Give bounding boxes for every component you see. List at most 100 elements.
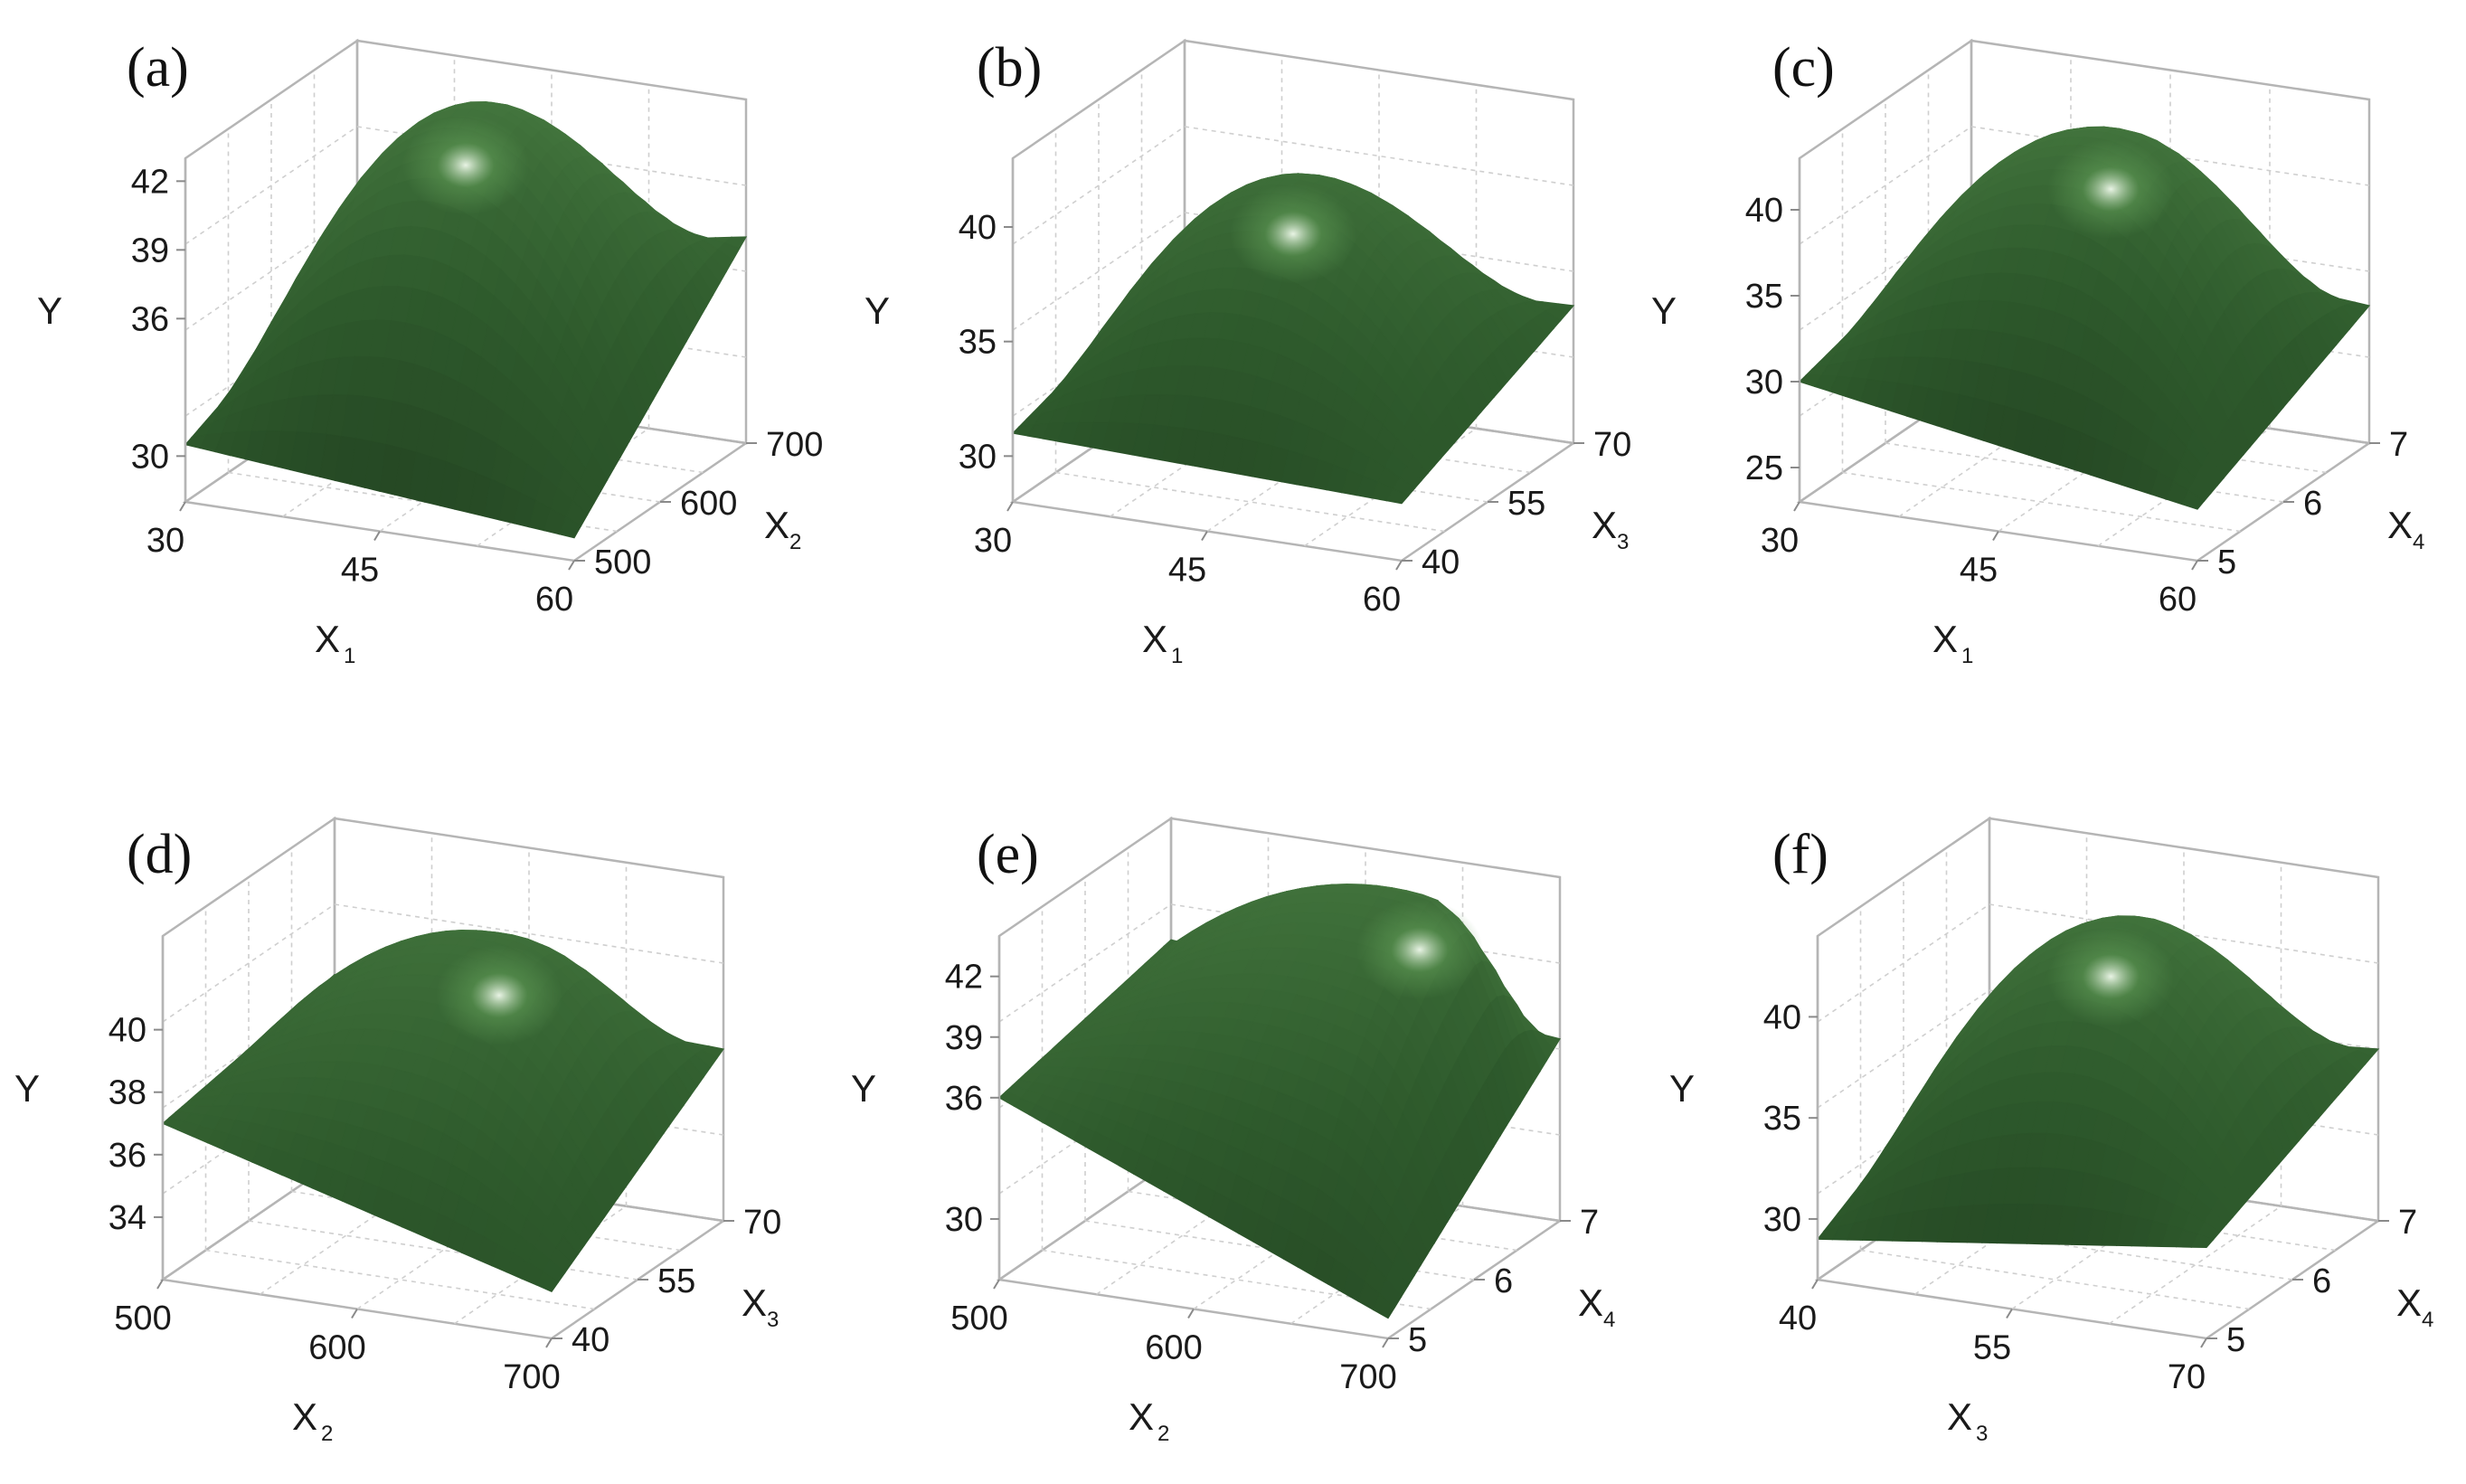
response-surface [1011, 173, 1575, 505]
z-axis-label: Y [1651, 289, 1677, 332]
y-axis-label: X [764, 504, 789, 546]
x-tick-label: 60 [2159, 581, 2197, 619]
y-axis-subscript: 4 [2413, 530, 2424, 554]
z-tick-label: 35 [1763, 1100, 1801, 1138]
y-tick-label: 40 [572, 1321, 609, 1359]
z-axis-label: Y [851, 1067, 876, 1110]
z-axis-label: Y [865, 289, 890, 332]
x-axis: 30 45 60 X 1 [974, 501, 1403, 668]
z-axis-label: Y [14, 1067, 40, 1110]
y-axis: 5 6 7 X 4 [1388, 1204, 1615, 1359]
x-axis: 40 55 70 X 3 [1779, 1279, 2207, 1446]
z-axis-label: Y [1669, 1067, 1695, 1110]
surface-highlight [2047, 926, 2175, 1026]
y-axis: 40 55 70 X 3 [1402, 426, 1631, 581]
response-surface [997, 884, 1561, 1319]
z-tick-label: 38 [109, 1074, 146, 1112]
z-axis: 25 30 35 40 Y [1651, 158, 1801, 502]
y-tick-label: 5 [2217, 544, 2236, 581]
x-tick-label: 30 [974, 522, 1012, 560]
panel-label: (f) [1772, 824, 1828, 885]
panel-label: (a) [127, 37, 189, 99]
y-tick-label: 7 [2398, 1204, 2417, 1242]
y-axis-label: X [1578, 1281, 1603, 1324]
panel-label: (d) [127, 824, 192, 885]
z-tick-label: 30 [1763, 1201, 1801, 1239]
x-tick-label: 45 [1168, 552, 1206, 590]
z-tick-label: 40 [1763, 998, 1801, 1036]
y-tick-label: 6 [2303, 485, 2322, 523]
surface-highlight [1230, 184, 1356, 284]
z-tick-label: 36 [945, 1080, 983, 1118]
x-axis-label: X [1947, 1395, 1972, 1438]
x-tick-label: 45 [1960, 552, 1998, 590]
z-axis: 30 36 39 42 Y [37, 158, 187, 502]
y-tick-label: 500 [594, 544, 651, 581]
x-tick-label: 30 [1761, 522, 1799, 560]
x-axis-subscript: 3 [1976, 1422, 1988, 1446]
z-tick-label: 30 [131, 438, 169, 476]
y-axis-label: X [2396, 1281, 2422, 1324]
y-tick-label: 600 [680, 485, 737, 523]
x-axis: 30 45 60 X 1 [146, 501, 575, 668]
x-tick-label: 60 [1363, 581, 1401, 619]
y-tick-label: 7 [2389, 426, 2408, 464]
x-tick-label: 40 [1779, 1300, 1817, 1337]
z-tick-label: 30 [945, 1201, 983, 1239]
z-tick-label: 34 [109, 1199, 146, 1237]
x-axis-subscript: 2 [321, 1422, 333, 1446]
z-tick-label: 39 [131, 232, 169, 269]
y-axis-subscript: 4 [1603, 1308, 1615, 1332]
z-tick-label: 39 [945, 1019, 983, 1057]
y-tick-label: 55 [657, 1262, 695, 1300]
y-tick-label: 7 [1580, 1204, 1599, 1242]
y-tick-label: 70 [1593, 426, 1631, 464]
y-axis-label: X [742, 1281, 767, 1324]
z-tick-label: 35 [959, 324, 997, 362]
surface-highlight [1356, 900, 1483, 1000]
x-tick-label: 55 [1973, 1329, 2011, 1367]
x-axis-label: X [1932, 618, 1958, 660]
response-surface [1816, 915, 2380, 1249]
x-tick-label: 500 [114, 1300, 171, 1337]
y-tick-label: 70 [743, 1204, 781, 1242]
z-tick-label: 30 [959, 438, 997, 476]
response-surface [184, 101, 748, 539]
z-tick-label: 42 [945, 959, 983, 997]
y-tick-label: 6 [1494, 1262, 1513, 1300]
y-axis-subscript: 2 [789, 530, 801, 554]
y-axis-subscript: 3 [1617, 530, 1629, 554]
x-axis-subscript: 1 [1961, 644, 1973, 668]
z-tick-label: 35 [1745, 278, 1783, 316]
z-tick-label: 42 [131, 163, 169, 201]
y-axis: 5 6 7 X 4 [2197, 426, 2424, 581]
x-tick-label: 70 [2168, 1358, 2206, 1396]
z-tick-label: 25 [1745, 449, 1783, 487]
x-axis: 30 45 60 X 1 [1761, 501, 2198, 668]
x-axis: 500 600 700 X 2 [114, 1279, 561, 1446]
z-tick-label: 40 [109, 1012, 146, 1050]
y-tick-label: 6 [2312, 1262, 2331, 1300]
x-tick-label: 30 [146, 522, 184, 560]
y-axis-subscript: 3 [767, 1308, 779, 1332]
x-axis-label: X [315, 618, 340, 660]
x-tick-label: 700 [1339, 1358, 1396, 1396]
z-tick-label: 36 [109, 1137, 146, 1175]
y-tick-label: 5 [2226, 1321, 2245, 1359]
z-tick-label: 36 [131, 300, 169, 338]
z-tick-label: 30 [1745, 364, 1783, 402]
z-tick-label: 40 [1745, 192, 1783, 230]
surface-highlight [436, 945, 562, 1045]
z-axis: 34 36 38 40 Y [14, 936, 165, 1280]
z-axis: 30 35 40 Y [865, 158, 1015, 502]
response-surface [161, 930, 725, 1292]
surface-highlight [2047, 139, 2175, 240]
panel-label: (c) [1772, 37, 1835, 99]
x-tick-label: 700 [503, 1358, 560, 1396]
